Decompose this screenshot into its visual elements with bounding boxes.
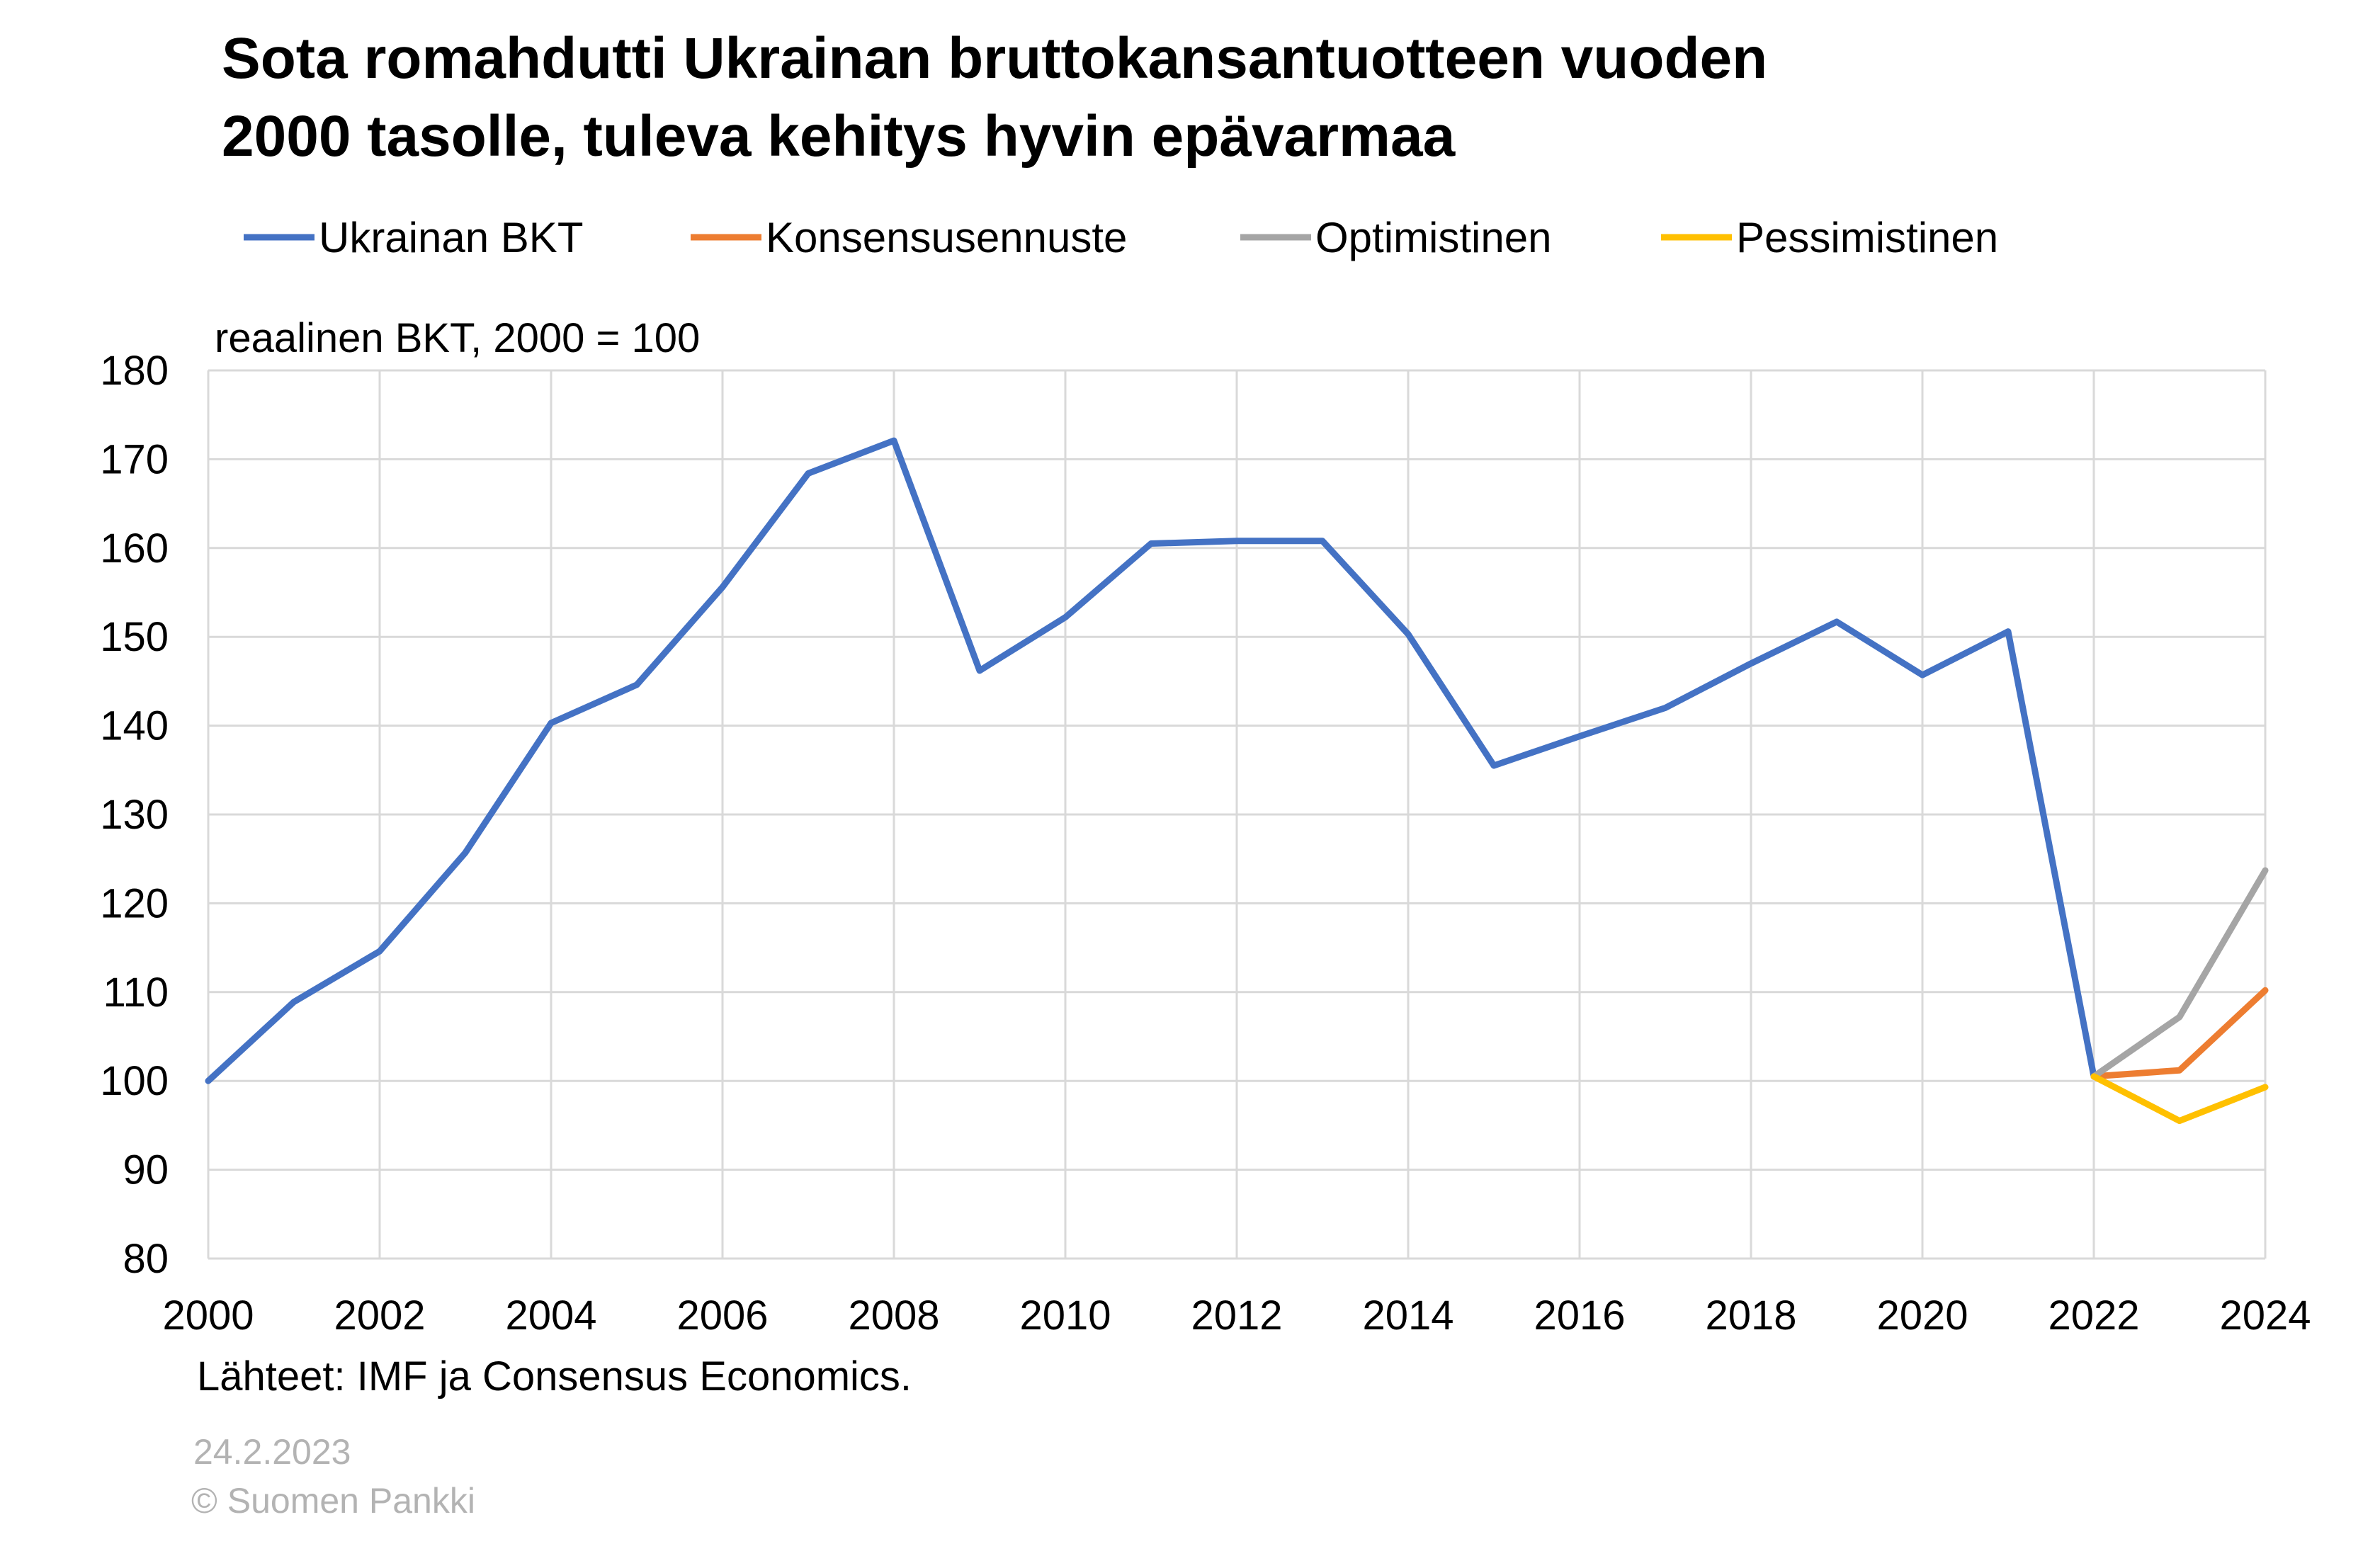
footer-copyright: © Suomen Pankki <box>191 1481 475 1521</box>
series-line-pessimistinen <box>2090 1073 2269 1125</box>
y-tick-label: 100 <box>100 1058 169 1104</box>
y-tick-label: 160 <box>100 526 169 572</box>
series-line-ukrainan-bkt <box>205 437 2097 1084</box>
series-line-konsensusennuste <box>2090 987 2269 1080</box>
axes <box>207 370 2265 1260</box>
x-tick-label: 2010 <box>1019 1293 1111 1339</box>
footer-date: 24.2.2023 <box>193 1432 351 1472</box>
series-line-optimistinen <box>2090 867 2269 1080</box>
y-tick-label: 140 <box>100 703 169 749</box>
x-tick-label: 2018 <box>1705 1293 1796 1339</box>
y-tick-label: 150 <box>100 614 169 660</box>
y-tick-label: 120 <box>100 880 169 926</box>
x-tick-label: 2024 <box>2219 1293 2311 1339</box>
grid <box>208 369 2267 1259</box>
x-tick-label: 2006 <box>676 1293 768 1339</box>
source-note: Lähteet: IMF ja Consensus Economics. <box>197 1353 912 1399</box>
y-tick-label: 130 <box>100 792 169 838</box>
x-tick-label: 2020 <box>1876 1293 1968 1339</box>
x-tick-label: 2004 <box>505 1293 596 1339</box>
x-tick-label: 2014 <box>1362 1293 1454 1339</box>
chart-title-line-1: Sota romahdutti Ukrainan bruttokansantuo… <box>222 26 1767 91</box>
x-tick-label: 2012 <box>1191 1293 1282 1339</box>
x-tick-label: 2016 <box>1534 1293 1625 1339</box>
x-tick-label: 2000 <box>162 1293 254 1339</box>
legend: Ukrainan BKT Konsensusennuste Optimistinen… <box>244 214 1998 261</box>
y-tick-label: 180 <box>100 348 169 394</box>
x-tick-label: 2002 <box>334 1293 425 1339</box>
y-tick-label: 80 <box>123 1236 169 1282</box>
legend-label-optimistinen: Optimistinen <box>1315 214 1551 261</box>
legend-label-konsensusennuste: Konsensusennuste <box>766 214 1127 261</box>
y-tick-label: 90 <box>123 1147 169 1193</box>
x-tick-label: 2022 <box>2048 1293 2139 1339</box>
y-axis-unit-label: reaalinen BKT, 2000 = 100 <box>215 315 700 361</box>
y-tick-label: 110 <box>103 970 169 1016</box>
series-lines <box>205 437 2269 1125</box>
chart-title-line-2: 2000 tasolle, tuleva kehitys hyvin epäva… <box>222 104 1456 169</box>
y-tick-label: 170 <box>100 436 169 482</box>
legend-label-pessimistinen: Pessimistinen <box>1736 214 1998 261</box>
tick-labels: 80 90 100 110 120 130 140 150 160 170 180 2000 2002 2… <box>100 348 2311 1339</box>
x-tick-label: 2008 <box>848 1293 939 1339</box>
legend-label-ukrainan-bkt: Ukrainan BKT <box>319 214 583 261</box>
